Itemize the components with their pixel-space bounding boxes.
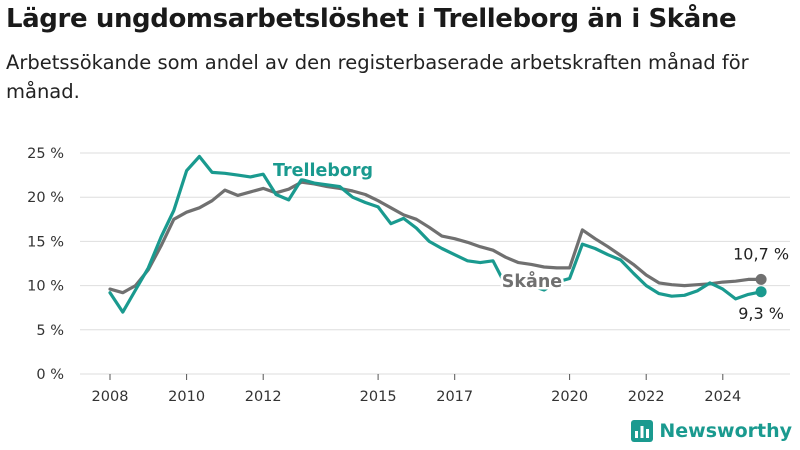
x-tick-label: 2008 bbox=[92, 389, 129, 405]
series-line-skne bbox=[108, 180, 763, 295]
brand-name: Newsworthy bbox=[659, 420, 792, 442]
series-end-point bbox=[755, 273, 767, 285]
series-end-label: 10,7 % bbox=[733, 244, 789, 263]
series-annotation: Skåne bbox=[502, 270, 563, 292]
x-tick-label: 2015 bbox=[360, 389, 397, 405]
y-tick-label: 25 % bbox=[27, 146, 64, 162]
y-tick-label: 0 % bbox=[36, 367, 64, 383]
series-annotation: Trelleborg bbox=[273, 161, 373, 181]
x-tick-label: 2024 bbox=[704, 389, 741, 405]
series-end-label: 9,3 % bbox=[738, 304, 784, 323]
x-tick-label: 2012 bbox=[245, 389, 282, 405]
x-tick-label: 2010 bbox=[168, 389, 205, 405]
brand: Newsworthy bbox=[631, 420, 792, 442]
y-tick-label: 10 % bbox=[27, 279, 64, 295]
x-tick-label: 2017 bbox=[436, 389, 473, 405]
y-tick-label: 15 % bbox=[27, 234, 64, 250]
newsworthy-logo-icon bbox=[631, 420, 654, 442]
page-subtitle: Arbetssökande som andel av den registerb… bbox=[6, 51, 749, 103]
x-tick-label: 2022 bbox=[628, 389, 665, 405]
x-tick-label: 2020 bbox=[551, 389, 588, 405]
y-tick-label: 5 % bbox=[36, 323, 64, 339]
page-title: Lägre ungdomsarbetslöshet i Trelleborg ä… bbox=[6, 4, 737, 34]
series-line-trelleborg bbox=[108, 154, 763, 314]
y-tick-label: 20 % bbox=[27, 190, 64, 206]
series-end-point bbox=[755, 286, 767, 298]
